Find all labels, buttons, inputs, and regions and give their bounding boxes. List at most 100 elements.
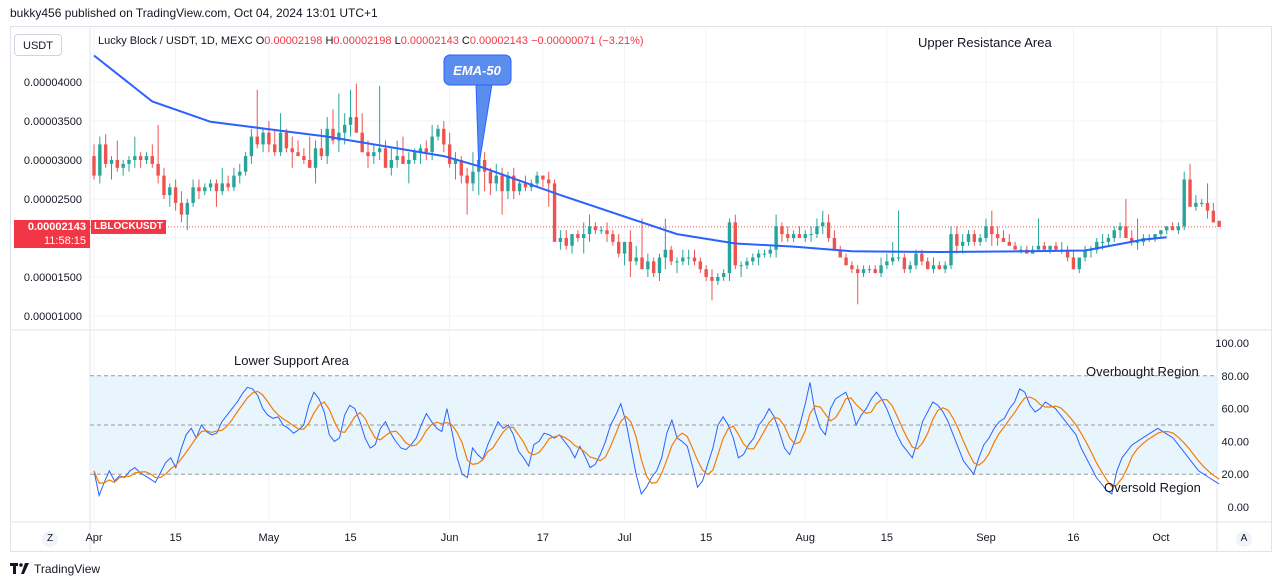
candle-body [821, 222, 825, 227]
candle-body [686, 257, 691, 259]
currency-button[interactable]: USDT [14, 34, 62, 56]
candle-body [430, 136, 434, 153]
candle-body [115, 160, 120, 168]
candle-body [564, 238, 568, 246]
candle-body [1083, 249, 1087, 258]
candle-body [523, 183, 528, 188]
candle-body [587, 226, 592, 235]
candle-body [756, 253, 761, 258]
rsi-tick-label: 20.00 [1221, 469, 1249, 481]
candle-body [867, 269, 872, 271]
candle-body [500, 175, 504, 192]
candle-body [1048, 245, 1052, 250]
price-tick-label: 0.00003000 [24, 155, 82, 167]
rsi-tick-label: 100.00 [1215, 338, 1249, 350]
candle-body [960, 241, 965, 246]
candle-body [990, 226, 994, 235]
candle-body [1194, 202, 1198, 207]
candle-body [1159, 230, 1163, 235]
candle-body [646, 261, 650, 270]
symbol-name: Lucky Block / USDT, 1D, MEXC [98, 35, 253, 47]
candle-body [838, 249, 842, 258]
candle-body [342, 124, 347, 133]
candle-body [407, 160, 411, 164]
candle-body [1001, 238, 1006, 242]
candle-body [803, 234, 807, 238]
candle-body [447, 144, 452, 164]
candle-body [727, 222, 732, 274]
rsi-line [93, 382, 1220, 498]
chart-frame [10, 26, 1272, 552]
rsi-tick-label: 0.00 [1228, 502, 1249, 514]
candle-body [891, 257, 895, 262]
candle-body [634, 257, 638, 262]
candle-body [622, 241, 627, 254]
candle-body [267, 132, 271, 145]
price-tick-label: 0.00004000 [24, 77, 82, 89]
time-tick-label: 15 [169, 532, 181, 544]
candle-body [319, 148, 324, 157]
time-tick-label: 15 [881, 532, 893, 544]
time-tick-label: 15 [700, 532, 712, 544]
candle-body [395, 156, 399, 160]
candle-body [675, 261, 679, 263]
candle-body [109, 160, 114, 164]
candle-body [698, 261, 703, 270]
candle-body [628, 241, 633, 262]
candle-body [471, 171, 475, 184]
candle-body [692, 257, 697, 262]
candle-body [220, 183, 224, 192]
candle-body [197, 187, 201, 192]
candle-body [547, 179, 551, 184]
candle-body [261, 132, 265, 145]
candle-body [978, 238, 982, 242]
candle-body [751, 257, 755, 262]
rsi-tick-label: 40.00 [1221, 436, 1249, 448]
candle-body [1135, 241, 1140, 243]
candle-body [885, 261, 889, 266]
upper-resistance-label: Upper Resistance Area [918, 35, 1052, 50]
auto-scale-right-button[interactable]: A [1236, 531, 1252, 547]
candle-body [208, 183, 213, 188]
candle-body [535, 175, 539, 184]
candle-body [383, 148, 388, 168]
price-tick-label: 0.00002500 [24, 194, 82, 206]
close-label: C [461, 35, 470, 47]
candle-body [1019, 249, 1023, 251]
oversold-region-label: Oversold Region [1104, 480, 1201, 495]
bar-countdown: 11:58:15 [43, 235, 86, 247]
candle-body [243, 156, 248, 172]
candle-body [949, 234, 953, 266]
candle-body [745, 261, 749, 266]
candle-body [168, 187, 172, 196]
candle-body [313, 148, 318, 168]
candle-body [716, 277, 720, 281]
candle-body [657, 257, 662, 274]
candle-body [308, 160, 312, 168]
candle-body [506, 175, 510, 192]
candle-body [972, 234, 977, 242]
price-tick-label: 0.00003500 [24, 116, 82, 128]
candle-body [681, 257, 685, 262]
candle-body [127, 160, 131, 164]
candle-body [1153, 234, 1157, 238]
candle-body [896, 257, 901, 259]
candle-body [558, 238, 563, 242]
low-label: L [394, 35, 401, 47]
candle-body [774, 226, 778, 250]
candle-body [354, 117, 359, 133]
candle-body [1042, 245, 1046, 250]
candle-body [1071, 257, 1076, 270]
candle-body [401, 156, 405, 164]
candle-body [582, 234, 586, 238]
candle-body [1065, 249, 1070, 258]
last-price-value: 0.00002143 [27, 221, 86, 233]
high-value: 0.00002198 [333, 35, 392, 47]
candle-body [1007, 241, 1012, 246]
candle-body [826, 222, 831, 238]
candle-body [1124, 226, 1128, 238]
candle-body [832, 238, 837, 250]
auto-scale-left-button[interactable]: Z [42, 531, 58, 547]
candle-body [791, 234, 796, 238]
